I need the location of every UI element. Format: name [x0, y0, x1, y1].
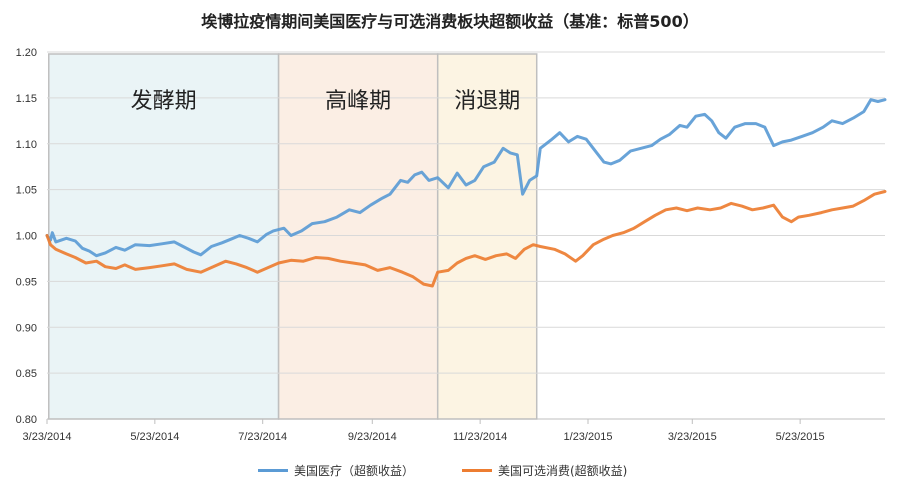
phase-region-3: [436, 53, 538, 420]
y-tick-label-7: 1.15: [16, 93, 37, 105]
x-tick-label-0: 3/23/2014: [23, 431, 72, 443]
legend-label-consumer: 美国可选消费(超额收益): [498, 464, 628, 478]
series-line-2: [45, 190, 887, 288]
x-tick-label-5: 1/23/2015: [564, 431, 613, 443]
x-tick-label-7: 5/23/2015: [776, 431, 825, 443]
y-tick-label-5: 1.05: [16, 185, 37, 197]
series-lines-group: [45, 98, 887, 288]
x-tick-label-1: 5/23/2014: [130, 431, 179, 443]
y-tick-label-8: 1.20: [16, 47, 37, 59]
x-tick-label-4: 11/23/2014: [453, 431, 507, 443]
y-tick-label-2: 0.90: [16, 322, 37, 334]
series-line-1: [45, 98, 887, 258]
phase-label-2: 高峰期: [325, 89, 391, 114]
y-tick-label-0: 0.80: [16, 414, 37, 426]
phase-label-3: 消退期: [454, 89, 520, 114]
legend-item-consumer: 美国可选消费(超额收益): [462, 462, 627, 479]
chart-title: 埃博拉疫情期间美国医疗与可选消费板块超额收益（基准：标普500）: [201, 12, 699, 31]
x-tick-label-3: 9/23/2014: [348, 431, 397, 443]
phase-label-1: 发酵期: [131, 89, 197, 114]
axes-group: 0.80 0.85 0.90 0.95 1.00 1.05 1.10 1.15 1.20 3/23…: [16, 47, 885, 443]
y-tick-label-4: 1.00: [16, 231, 37, 243]
legend-item-healthcare: 美国医疗（超额收益）: [258, 462, 414, 479]
legend-label-healthcare: 美国医疗（超额收益）: [294, 464, 415, 478]
legend-swatch-consumer: [462, 469, 492, 472]
y-tick-label-6: 1.10: [16, 139, 37, 151]
x-tick-label-2: 7/23/2014: [238, 431, 287, 443]
legend-swatch-healthcare: [258, 469, 288, 472]
phase-labels-group: 发酵期 高峰期 消退期: [131, 89, 521, 114]
y-tick-label-3: 0.95: [16, 276, 37, 288]
x-tick-label-6: 3/23/2015: [668, 431, 717, 443]
y-tick-label-1: 0.85: [16, 368, 37, 380]
